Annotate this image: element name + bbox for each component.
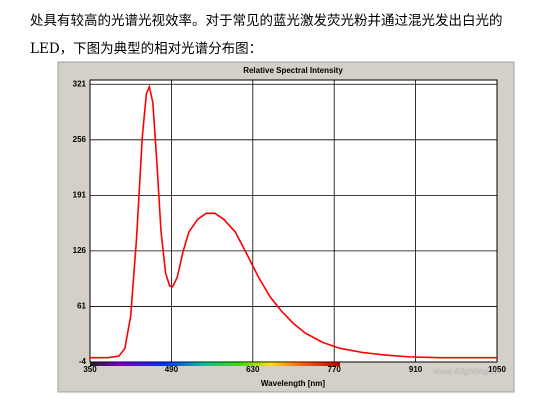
x-tick-label: 630 [246,365,260,374]
paragraph-line: LED，下图为典型的相对光谱分布图： [30,41,263,57]
x-axis-label: Wavelength [nm] [261,379,325,388]
y-tick-label: -4 [79,357,87,366]
y-tick-label: 256 [73,135,87,144]
chart-title: Relative Spectral Intensity [243,66,343,75]
x-tick-label: 350 [83,365,97,374]
y-tick-label: 191 [73,190,87,199]
watermark: www.Alighting.cn [433,367,500,376]
x-tick-label: 910 [409,365,423,374]
x-tick-label: 770 [328,365,342,374]
spectrum-bar [90,362,340,366]
y-tick-label: 321 [73,79,87,88]
y-tick-label: 61 [77,302,86,311]
series-line [90,84,497,359]
x-tick-label: 490 [165,365,179,374]
y-tick-label: 126 [73,246,87,255]
plot-area [89,79,498,363]
paragraph-line: 处具有较高的光谱光视效率。对于常见的蓝光激发荧光粉并通过混光发出白光的 [30,13,503,29]
x-tick-label: 1050 [488,365,506,374]
